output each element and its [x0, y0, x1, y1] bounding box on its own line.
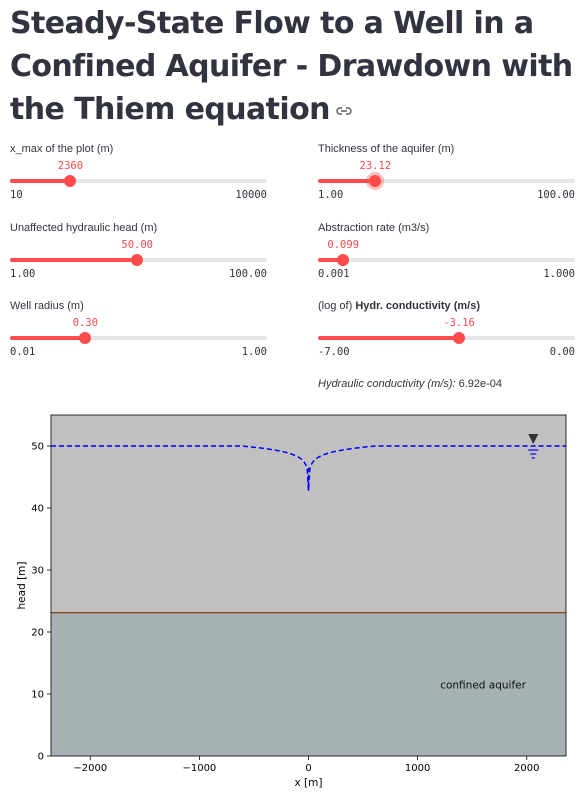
conductivity-info: Hydraulic conductivity (m/s): 6.92e-04	[318, 378, 502, 390]
slider-value: -3.16	[443, 317, 475, 329]
slider-track[interactable]	[10, 175, 267, 187]
slider-min: -7.00	[318, 346, 350, 358]
slider-label-prefix: (log of)	[318, 300, 353, 312]
y-tick-label: 30	[31, 566, 44, 577]
y-tick-label: 20	[31, 628, 44, 639]
slider-well-radius[interactable]: Well radius (m) 0.30 0.01 1.00	[10, 300, 267, 370]
slider-max: 100.00	[537, 189, 575, 201]
slider-fill	[318, 336, 460, 340]
page-title: Steady-State Flow to a Well in a Confine…	[10, 2, 580, 131]
slider-abstraction-rate[interactable]: Abstraction rate (m3/s) 0.099 0.001 1.00…	[318, 222, 575, 292]
x-axis-label: x [m]	[295, 777, 323, 789]
y-tick-label: 10	[31, 690, 44, 701]
slider-head[interactable]: Unaffected hydraulic head (m) 50.00 1.00…	[10, 222, 267, 292]
slider-thumb[interactable]	[79, 332, 92, 344]
drawdown-chart: confined aquifer −2000 −1000 0 1000 2000 0 10 20…	[16, 414, 567, 789]
slider-min: 0.01	[10, 346, 36, 358]
conductivity-info-value: 6.92e-04	[458, 378, 503, 390]
slider-label: Abstraction rate (m3/s)	[318, 222, 430, 234]
x-tick-label: −1000	[182, 763, 216, 774]
slider-label: Well radius (m)	[10, 300, 84, 312]
x-tick-label: 2000	[514, 763, 539, 774]
slider-value: 23.12	[359, 160, 392, 172]
slider-thumb[interactable]	[337, 254, 350, 266]
aquifer-area	[51, 612, 566, 756]
slider-thumb[interactable]	[369, 175, 382, 187]
slider-track[interactable]	[318, 254, 575, 266]
slider-fill	[318, 179, 376, 183]
water-level-triangle-icon	[528, 434, 539, 444]
x-tick-label: −2000	[73, 763, 107, 774]
slider-fill	[10, 179, 71, 183]
slider-value: 0.30	[72, 317, 98, 329]
slider-fill	[10, 258, 138, 262]
slider-label: x_max of the plot (m)	[10, 143, 114, 155]
slider-value: 2360	[57, 160, 84, 172]
slider-thumb[interactable]	[64, 175, 77, 187]
slider-log-conductivity[interactable]: (log of) Hydr. conductivity (m/s) -3.16 …	[318, 300, 575, 370]
slider-label: Unaffected hydraulic head (m)	[10, 222, 158, 234]
slider-track[interactable]	[318, 175, 575, 187]
slider-max: 1.000	[543, 268, 575, 280]
x-tick-label: 1000	[405, 763, 430, 774]
aquifer-label: confined aquifer	[440, 680, 526, 692]
slider-max: 0.00	[549, 346, 575, 358]
slider-thumb[interactable]	[453, 332, 466, 344]
slider-min: 10	[10, 189, 23, 201]
overburden-area	[51, 415, 566, 613]
slider-track[interactable]	[318, 332, 575, 344]
slider-max: 10000	[235, 189, 267, 201]
slider-value: 0.099	[327, 239, 359, 251]
slider-value: 50.00	[121, 239, 154, 251]
conductivity-info-label: Hydraulic conductivity (m/s):	[318, 378, 456, 390]
x-tick-label: 0	[305, 763, 311, 774]
slider-thumb[interactable]	[131, 254, 144, 266]
slider-track[interactable]	[10, 254, 267, 266]
y-tick-label: 40	[31, 504, 44, 515]
slider-min: 0.001	[318, 268, 350, 280]
page-title-text: Steady-State Flow to a Well in a Confine…	[10, 6, 573, 127]
slider-track[interactable]	[10, 332, 267, 344]
y-axis-label: head [m]	[16, 562, 28, 610]
slider-max: 1.00	[241, 346, 267, 358]
slider-fill	[318, 258, 344, 262]
link-icon[interactable]	[336, 106, 352, 116]
y-tick-label: 50	[31, 442, 44, 453]
slider-label-bold: Hydr. conductivity (m/s)	[355, 300, 481, 312]
slider-max: 100.00	[229, 268, 267, 280]
slider-fill	[10, 336, 86, 340]
y-tick-label: 0	[38, 752, 44, 763]
slider-min: 1.00	[10, 268, 36, 280]
slider-min: 1.00	[318, 189, 344, 201]
slider-label: (log of) Hydr. conductivity (m/s)	[318, 300, 480, 312]
slider-label: Thickness of the aquifer (m)	[318, 143, 455, 155]
slider-xmax[interactable]: x_max of the plot (m) 2360 10 10000	[10, 143, 267, 213]
slider-thickness[interactable]: Thickness of the aquifer (m) 23.12 1.00 …	[318, 143, 575, 213]
